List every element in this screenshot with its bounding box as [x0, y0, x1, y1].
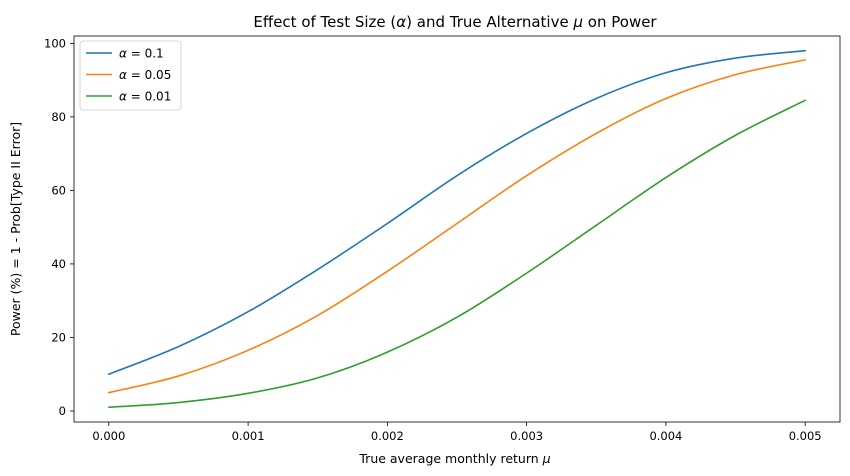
- series-line-2: [108, 99, 806, 409]
- chart-title: Effect of Test Size (α) and True Alterna…: [253, 13, 657, 31]
- y-tick-label: 60: [51, 183, 66, 197]
- y-tick-label: 20: [51, 330, 66, 344]
- x-tick-label: 0.005: [789, 429, 822, 443]
- x-tick-label: 0.001: [232, 429, 265, 443]
- y-tick-label: 40: [51, 257, 66, 271]
- x-tick-label: 0.002: [371, 429, 404, 443]
- legend: α = 0.1 α = 0.05 α = 0.01: [79, 40, 182, 111]
- x-axis: 0.000 0.001 0.002 0.003 0.004 0.005: [92, 422, 822, 443]
- y-tick-label: 0: [59, 404, 66, 418]
- series-line-0: [108, 49, 806, 376]
- y-tick-label: 100: [44, 36, 66, 50]
- legend-label-0: α = 0.1: [119, 47, 164, 61]
- x-axis-label: True average monthly return μ: [358, 451, 550, 466]
- legend-label-1: α = 0.05: [119, 68, 171, 82]
- x-tick-label: 0.004: [649, 429, 682, 443]
- x-tick-label: 0.000: [92, 429, 125, 443]
- legend-label-2: α = 0.01: [119, 90, 171, 104]
- y-axis: 0 20 40 60 80 100: [44, 36, 74, 418]
- series-line-1: [108, 59, 806, 394]
- x-tick-label: 0.003: [510, 429, 543, 443]
- y-axis-label: Power (%) = 1 - Prob[Type II Error]: [8, 122, 23, 336]
- legend-box: [79, 40, 182, 111]
- series-lines: [108, 49, 806, 409]
- plot-frame: [73, 35, 841, 423]
- y-tick-label: 80: [51, 110, 66, 124]
